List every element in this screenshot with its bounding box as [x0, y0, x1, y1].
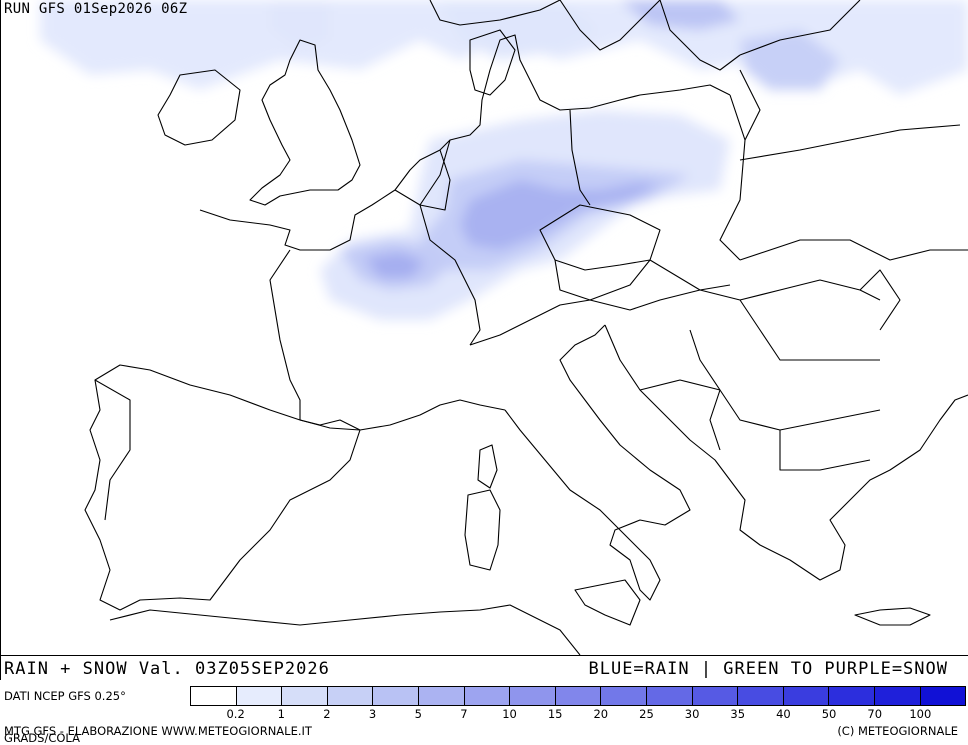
north-africa-coast	[109, 604, 581, 655]
baltic-coast	[659, 0, 741, 71]
border-serbia	[689, 329, 721, 451]
france-med-coast	[359, 399, 506, 431]
coastlines-and-borders	[84, 0, 968, 655]
data-source-label: DATI NCEP GFS 0.25°	[4, 689, 126, 703]
legend-tick-label: 5	[414, 707, 422, 721]
copyright-label: (C) METEOGIORNALE	[837, 724, 958, 738]
balkan-coast	[604, 324, 968, 581]
legend-tick-label: 10	[502, 707, 517, 721]
sweden-south-coast	[559, 0, 661, 51]
sicily-outline	[574, 579, 641, 626]
legend-tick-labels: 0.2 1 2 3 5 7 10 15 20 25 30 35 40 50 70 100	[190, 707, 966, 723]
legend-tick-label: 3	[368, 707, 377, 721]
border-spain-france	[299, 419, 361, 431]
map-frame-bottom	[0, 655, 968, 656]
border-ukraine	[739, 239, 968, 261]
iberia-outline	[84, 364, 361, 611]
legend-swatch	[783, 687, 830, 705]
legend-swatch	[829, 687, 875, 705]
continent-coastline	[199, 34, 731, 251]
legend-swatch	[601, 687, 647, 705]
legend-tick-label: 1	[277, 707, 285, 721]
precip-area-uk-west	[270, 0, 330, 50]
legend-swatch	[920, 687, 966, 705]
precip-area-central-core	[460, 180, 660, 250]
legend-swatch	[191, 687, 237, 705]
denmark-outline	[469, 29, 516, 96]
legend-swatch	[464, 687, 511, 705]
map-frame-left	[0, 0, 1, 680]
legend-swatch	[738, 687, 784, 705]
credit-left: MTG GFS - ELABORAZIONE WWW.METEOGIORNALE…	[4, 724, 312, 738]
legend-swatch	[510, 687, 556, 705]
border-germany-poland	[569, 109, 591, 206]
legend-tick-label: 35	[730, 707, 746, 721]
legend-tick-label: 30	[684, 707, 700, 721]
border-romania-south	[739, 299, 880, 361]
legend-swatch	[555, 687, 602, 705]
legend-tick-label: 20	[593, 707, 609, 721]
legend-tick-label: 15	[547, 707, 563, 721]
legend-tick-label: 70	[867, 707, 883, 721]
border-lithuania-latvia	[739, 0, 861, 56]
france-atlantic-coast	[269, 249, 301, 420]
legend-swatch	[692, 687, 739, 705]
credit-grads: GRADS/COLA	[4, 731, 80, 745]
legend-tick-label: 0.2	[226, 707, 245, 721]
sardinia-outline	[464, 489, 501, 571]
precipitation-fields	[40, 0, 968, 320]
legend-tick-label: 25	[639, 707, 654, 721]
great-britain-outline	[249, 39, 361, 206]
title-row: RAIN + SNOW Val. 03Z05SEP2026 BLUE=RAIN …	[0, 657, 968, 679]
border-benelux	[394, 149, 451, 211]
europe-precipitation-map	[40, 0, 968, 655]
legend-swatch	[646, 687, 693, 705]
legend-tick-label: 40	[776, 707, 791, 721]
legend-swatch	[282, 687, 328, 705]
italy-outline	[504, 324, 691, 601]
precip-area-scandinavia	[440, 0, 600, 60]
legend-swatch	[236, 687, 283, 705]
legend-tick-label: 100	[909, 707, 932, 721]
border-moldova	[859, 269, 901, 331]
legend-tick-label: 2	[323, 707, 331, 721]
border-alps	[469, 284, 731, 346]
product-label: RAIN + SNOW Val. 03Z05SEP2026	[4, 659, 330, 679]
color-key-label: BLUE=RAIN | GREEN TO PURPLE=SNOW	[588, 659, 948, 679]
precipitation-legend-bar	[190, 686, 966, 706]
legend-swatch	[327, 687, 374, 705]
legend-swatch	[373, 687, 419, 705]
border-balkans-internal	[639, 379, 881, 431]
precip-area-northeast	[620, 0, 740, 30]
border-france-germany	[419, 139, 481, 346]
border-poland-east	[719, 94, 746, 261]
border-spain-portugal	[94, 379, 131, 521]
ireland-outline	[157, 69, 241, 146]
precip-area-baltic	[740, 30, 840, 90]
precip-area-france-core	[365, 252, 425, 278]
border-bulgaria	[779, 430, 871, 471]
border-belarus-west	[739, 69, 761, 141]
legend-swatch	[874, 687, 921, 705]
legend-tick-label: 7	[460, 707, 468, 721]
border-austria	[554, 259, 651, 301]
legend-swatch	[418, 687, 465, 705]
border-belarus-ukraine	[739, 124, 961, 161]
scandinavia-south-coast	[429, 0, 561, 26]
crete-outline	[854, 607, 931, 626]
legend-tick-label: 50	[821, 707, 837, 721]
run-label: RUN GFS 01Sep2026 06Z	[4, 1, 188, 17]
corsica-outline	[477, 444, 498, 489]
